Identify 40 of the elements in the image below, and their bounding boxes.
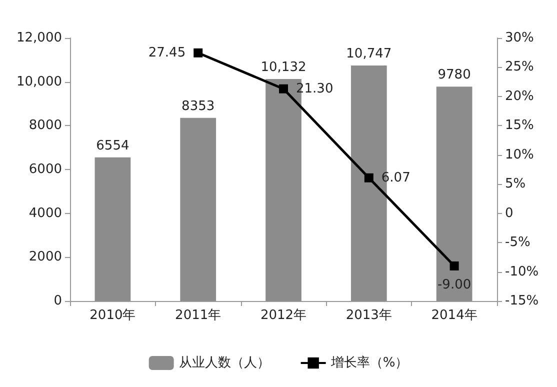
point xyxy=(450,261,459,270)
x-tick-label: 2011年 xyxy=(175,308,222,323)
legend-label: 从业人数（人） xyxy=(178,356,270,370)
y-tick-label: 6000 xyxy=(28,162,62,177)
data-label: 10,747 xyxy=(346,46,392,62)
y2-tick-label: 5% xyxy=(505,176,526,192)
x-tick-label: 2010年 xyxy=(90,308,136,323)
y2-tick-label: 0 xyxy=(505,206,514,221)
point xyxy=(279,84,288,94)
y2-tick-label: -5% xyxy=(505,235,530,250)
data-label: 21.30 xyxy=(296,81,334,96)
data-label: 10,132 xyxy=(260,60,306,75)
data-label: 8353 xyxy=(182,98,215,114)
y-tick-label: 0 xyxy=(54,294,62,308)
y2-tick-label: 25% xyxy=(505,60,534,75)
point xyxy=(364,173,374,182)
point xyxy=(194,48,203,58)
y2-tick-label: 10% xyxy=(505,147,534,162)
x-tick-label: 2013年 xyxy=(346,308,392,323)
y2-tick-label: 15% xyxy=(505,118,534,134)
x-tick-label: 2014年 xyxy=(431,308,478,323)
data-label: 27.45 xyxy=(148,45,186,60)
y-tick-label: 4000 xyxy=(28,206,62,221)
y2-tick-label: -15% xyxy=(505,294,539,308)
y-tick-label: 10,000 xyxy=(16,74,62,90)
data-label: 9780 xyxy=(438,68,471,83)
legend-label: 增长率（%） xyxy=(330,354,408,370)
y-tick-label: 12,000 xyxy=(16,30,62,46)
x-tick-label: 2012年 xyxy=(260,308,307,323)
data-label: -9.00 xyxy=(437,277,472,292)
y2-tick-label: -10% xyxy=(505,264,539,280)
y2-tick-label: 30% xyxy=(505,30,534,46)
y2-tick-label: 20% xyxy=(505,88,534,104)
bar xyxy=(180,118,216,301)
data-label: 6554 xyxy=(96,138,130,154)
bar xyxy=(436,86,472,301)
y-tick-label: 8000 xyxy=(28,118,62,134)
y-tick-label: 2000 xyxy=(28,250,62,265)
data-label: 6.07 xyxy=(381,170,410,186)
bar xyxy=(94,157,131,301)
